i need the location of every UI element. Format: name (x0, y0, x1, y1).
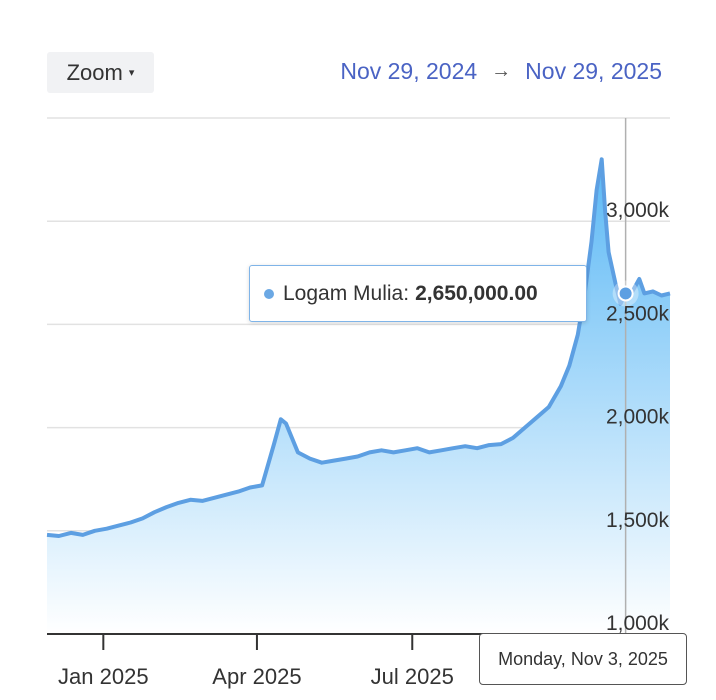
hover-point (617, 285, 634, 302)
date-from-link[interactable]: Nov 29, 2024 (340, 58, 478, 84)
tooltip-series-name: Logam Mulia: (283, 281, 410, 305)
crosshair-date-label: Monday, Nov 3, 2025 (479, 633, 687, 685)
series-dot-icon (264, 288, 274, 299)
series-line (46, 157, 671, 538)
chart-toolbar: Zoom ▾ Nov 29, 2024 → Nov 29, 2025 (0, 0, 716, 110)
y-tick-label-3: 2,500k (606, 302, 670, 325)
arrow-right-icon: → (491, 60, 512, 82)
date-range: Nov 29, 2024 → Nov 29, 2025 (340, 58, 662, 85)
value-tooltip: Logam Mulia: 2,650,000.00 (249, 265, 587, 322)
x-tick-label-2: Jul 2025 (371, 664, 454, 689)
x-tick-label-1: Apr 2025 (212, 664, 301, 689)
zoom-dropdown[interactable]: Zoom ▾ (47, 52, 154, 93)
y-tick-label-1: 1,500k (606, 509, 670, 532)
chevron-down-icon: ▾ (128, 67, 135, 79)
y-tick-label-4: 3,000k (606, 199, 670, 222)
x-tick-label-0: Jan 2025 (58, 664, 149, 689)
series-area (47, 159, 670, 635)
tooltip-value: 2,650,000.00 (415, 281, 538, 305)
y-tick-label-2: 2,000k (606, 406, 670, 429)
y-tick-label-0: 1,000k (606, 612, 670, 635)
date-to-link[interactable]: Nov 29, 2025 (525, 58, 662, 84)
zoom-label: Zoom (66, 59, 123, 85)
